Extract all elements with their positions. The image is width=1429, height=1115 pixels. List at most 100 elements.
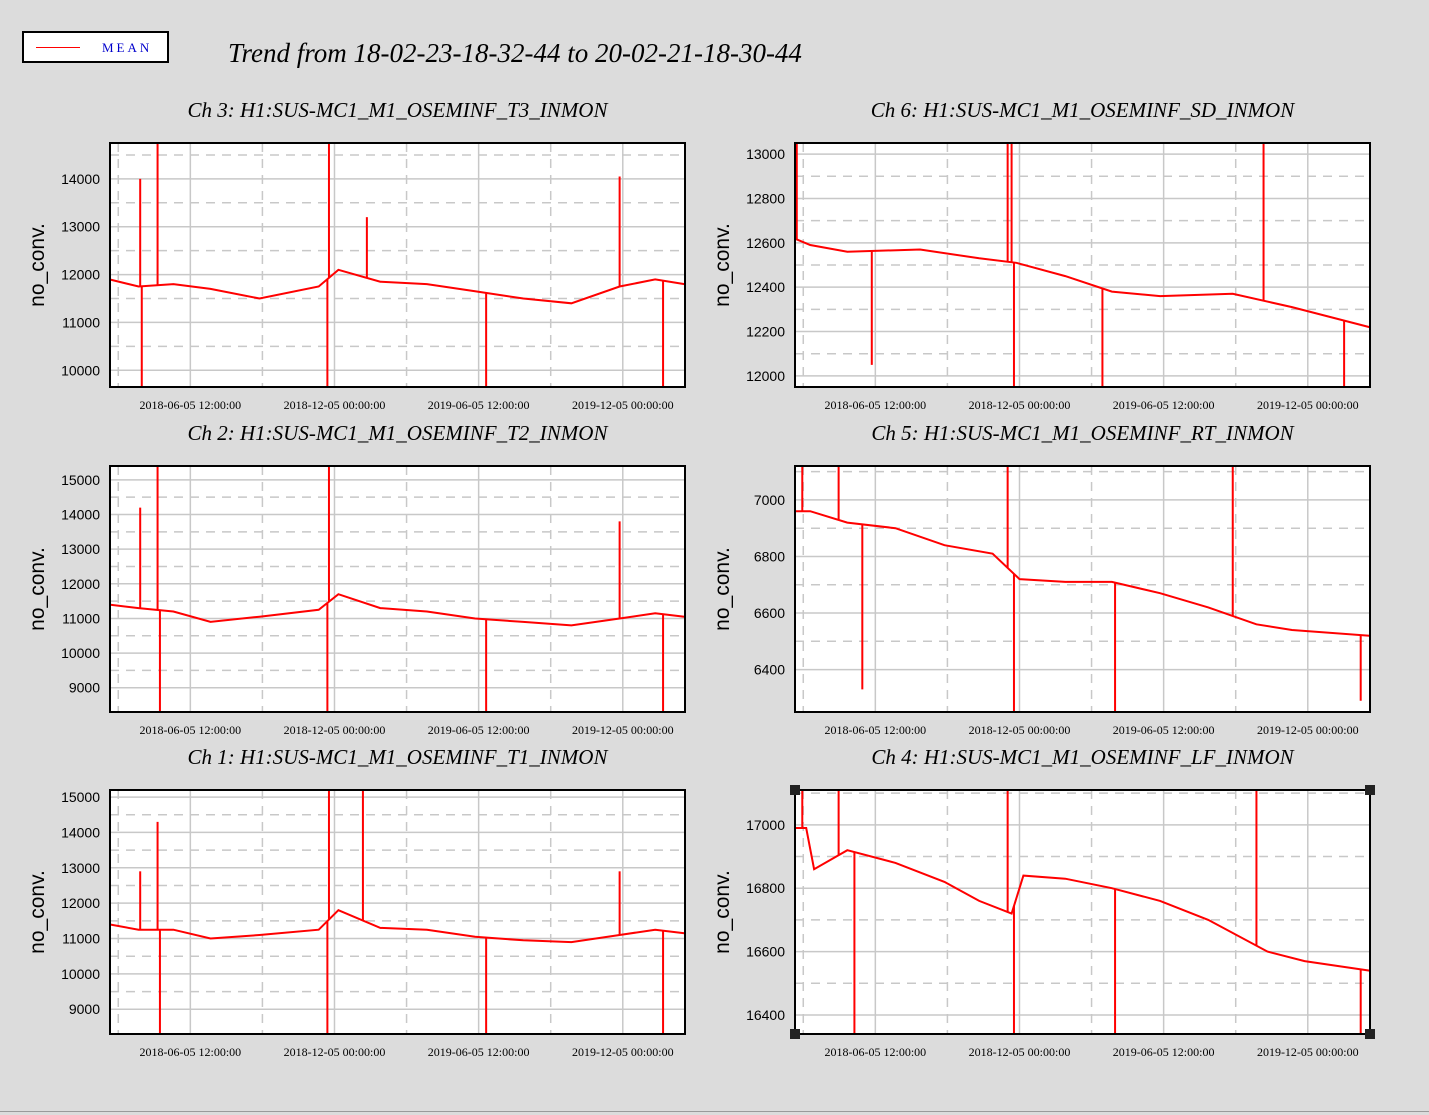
y-tick-label: 13000 (61, 541, 100, 557)
x-tick-label: 2018-06-05 12:00:00 (825, 723, 927, 737)
chart-panel-1: Ch 3: H1:SUS-MC1_M1_OSEMINF_T3_INMON 1000… (26, 98, 686, 412)
plot-area (795, 790, 1370, 1034)
legend-label: MEAN (102, 40, 153, 55)
series-line-mean (109, 593, 685, 627)
y-tick-label: 6400 (754, 662, 785, 678)
y-tick-label: 11000 (62, 314, 100, 330)
x-tick-label: 2019-06-05 12:00:00 (428, 1045, 530, 1059)
x-tick-label: 2018-12-05 00:00:00 (969, 1045, 1071, 1059)
chart-title: Ch 2: H1:SUS-MC1_M1_OSEMINF_T2_INMON (188, 421, 609, 445)
chart-title: Ch 6: H1:SUS-MC1_M1_OSEMINF_SD_INMON (871, 98, 1295, 122)
x-tick-label: 2019-06-05 12:00:00 (1113, 398, 1215, 412)
x-tick-label: 2018-06-05 12:00:00 (825, 398, 927, 412)
x-tick-label: 2019-12-05 00:00:00 (572, 1045, 674, 1059)
y-tick-label: 13000 (746, 146, 785, 162)
plot-frame (794, 142, 1371, 388)
y-tick-label: 13000 (61, 860, 100, 876)
bottom-divider (0, 1111, 1429, 1112)
y-axis-label: no_conv. (711, 870, 734, 954)
x-tick-label: 2019-12-05 00:00:00 (572, 723, 674, 737)
y-tick-label: 15000 (61, 472, 100, 488)
chart-panel-2: Ch 6: H1:SUS-MC1_M1_OSEMINF_SD_INMON 1200… (711, 98, 1371, 412)
y-tick-label: 12400 (746, 279, 785, 295)
y-tick-label: 9000 (69, 680, 100, 696)
page-title: Trend from 18-02-23-18-32-44 to 20-02-21… (228, 38, 802, 68)
x-tick-label: 2018-12-05 00:00:00 (284, 1045, 386, 1059)
y-axis-label: no_conv. (711, 223, 734, 307)
x-tick-label: 2018-06-05 12:00:00 (825, 1045, 927, 1059)
x-tick-label: 2018-12-05 00:00:00 (284, 398, 386, 412)
series-line-mean (794, 510, 1370, 637)
selection-handle[interactable] (1365, 785, 1375, 795)
y-tick-label: 12800 (746, 190, 785, 206)
y-tick-label: 11000 (62, 931, 100, 947)
series-line-mean (794, 827, 1370, 972)
chart-panel-3: Ch 2: H1:SUS-MC1_M1_OSEMINF_T2_INMON 9000… (26, 421, 686, 737)
plot-frame (109, 465, 686, 713)
plot-area (110, 790, 685, 1034)
y-tick-label: 12600 (746, 235, 785, 251)
x-tick-label: 2019-12-05 00:00:00 (1257, 723, 1359, 737)
y-tick-label: 10000 (61, 645, 100, 661)
chart-panel-5: Ch 1: H1:SUS-MC1_M1_OSEMINF_T1_INMON 9000… (26, 745, 686, 1059)
y-tick-label: 10000 (61, 362, 100, 378)
chart-panel-6: Ch 4: H1:SUS-MC1_M1_OSEMINF_LF_INMON 1640… (711, 745, 1375, 1059)
y-tick-label: 13000 (61, 219, 100, 235)
x-tick-label: 2019-12-05 00:00:00 (1257, 398, 1359, 412)
y-tick-label: 14000 (61, 507, 100, 523)
plot-area (110, 143, 685, 387)
y-tick-label: 12000 (746, 368, 785, 384)
y-tick-label: 15000 (61, 789, 100, 805)
plot-area (795, 143, 1370, 387)
x-tick-label: 2018-06-05 12:00:00 (140, 398, 242, 412)
y-tick-label: 12000 (61, 895, 100, 911)
x-tick-label: 2019-06-05 12:00:00 (428, 398, 530, 412)
x-tick-label: 2019-06-05 12:00:00 (1113, 1045, 1215, 1059)
x-tick-label: 2018-06-05 12:00:00 (140, 1045, 242, 1059)
plot-frame (109, 789, 686, 1035)
series-line-mean (109, 268, 685, 305)
y-tick-label: 16400 (746, 1007, 785, 1023)
y-axis-label: no_conv. (26, 547, 49, 631)
y-tick-label: 14000 (61, 824, 100, 840)
selection-handle[interactable] (1365, 1029, 1375, 1039)
chart-title: Ch 3: H1:SUS-MC1_M1_OSEMINF_T3_INMON (188, 98, 609, 122)
chart-title: Ch 4: H1:SUS-MC1_M1_OSEMINF_LF_INMON (871, 745, 1294, 769)
y-axis-label: no_conv. (26, 223, 49, 307)
y-tick-label: 12000 (61, 267, 100, 283)
x-tick-label: 2019-06-05 12:00:00 (428, 723, 530, 737)
plot-area (110, 466, 685, 712)
y-tick-label: 6600 (754, 605, 785, 621)
plot-frame (794, 465, 1371, 713)
y-tick-label: 17000 (746, 817, 785, 833)
legend-line-swatch (36, 47, 80, 48)
x-tick-label: 2018-12-05 00:00:00 (284, 723, 386, 737)
y-tick-label: 7000 (754, 492, 785, 508)
series-line-mean (794, 237, 1370, 329)
y-axis-label: no_conv. (711, 547, 734, 631)
y-tick-label: 16600 (746, 944, 785, 960)
y-tick-label: 14000 (61, 171, 100, 187)
y-tick-label: 12200 (746, 324, 785, 340)
x-tick-label: 2019-12-05 00:00:00 (572, 398, 674, 412)
plot-frame (109, 142, 686, 388)
selection-handle[interactable] (790, 785, 800, 795)
chart-title: Ch 1: H1:SUS-MC1_M1_OSEMINF_T1_INMON (188, 745, 609, 769)
plot-area (795, 466, 1370, 712)
x-tick-label: 2019-12-05 00:00:00 (1257, 1045, 1359, 1059)
selection-handle[interactable] (790, 1029, 800, 1039)
x-tick-label: 2018-06-05 12:00:00 (140, 723, 242, 737)
y-tick-label: 16800 (746, 880, 785, 896)
plot-frame (794, 789, 1371, 1035)
chart-panel-4: Ch 5: H1:SUS-MC1_M1_OSEMINF_RT_INMON 6400… (711, 421, 1371, 737)
y-tick-label: 6800 (754, 548, 785, 564)
y-tick-label: 9000 (69, 1001, 100, 1017)
series-line-mean (109, 909, 685, 944)
y-axis-label: no_conv. (26, 870, 49, 954)
x-tick-label: 2018-12-05 00:00:00 (969, 723, 1071, 737)
y-tick-label: 12000 (61, 576, 100, 592)
chart-title: Ch 5: H1:SUS-MC1_M1_OSEMINF_RT_INMON (871, 421, 1294, 445)
x-tick-label: 2018-12-05 00:00:00 (969, 398, 1071, 412)
y-tick-label: 11000 (62, 610, 100, 626)
